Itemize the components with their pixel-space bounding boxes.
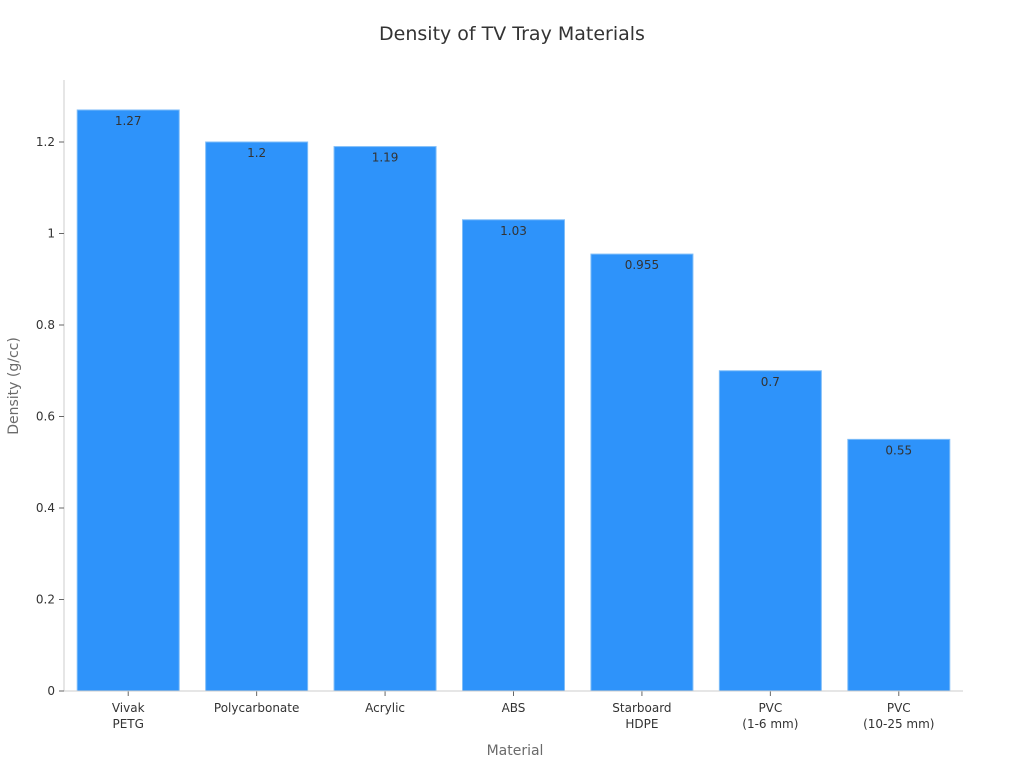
x-tick-label: (10-25 mm) (863, 717, 934, 731)
x-tick-label: Starboard (612, 701, 671, 715)
bar (590, 253, 694, 692)
y-tick-label: 0.2 (36, 593, 55, 607)
bar-value-label: 1.2 (247, 146, 266, 160)
bar (462, 219, 565, 692)
bar (718, 370, 822, 692)
bar (76, 109, 180, 692)
y-tick-label: 0.8 (36, 318, 55, 332)
bar-value-label: 0.7 (761, 375, 780, 389)
bar (205, 141, 309, 692)
y-tick-label: 0.4 (36, 501, 55, 515)
x-tick-label: Acrylic (365, 701, 405, 715)
x-tick-label: PETG (112, 717, 143, 731)
x-tick-label: PVC (758, 701, 782, 715)
x-tick-label: Polycarbonate (214, 701, 299, 715)
y-tick-label: 1.2 (36, 135, 55, 149)
x-tick-label: HDPE (625, 717, 658, 731)
x-tick-label: Vivak (112, 701, 145, 715)
bar (333, 146, 437, 692)
bar-value-label: 1.03 (500, 224, 527, 238)
y-tick-label: 1 (47, 227, 55, 241)
bar-value-label: 0.55 (885, 443, 912, 457)
x-tick-label: ABS (502, 701, 526, 715)
y-axis: 0 0.2 0.4 0.6 0.8 1 1.2 (36, 80, 65, 698)
y-axis-label: Density (g/cc) (6, 337, 22, 435)
y-tick-label: 0.6 (36, 410, 55, 424)
bar (847, 438, 951, 692)
x-tick-label: PVC (887, 701, 911, 715)
bar-value-label: 1.19 (372, 151, 399, 165)
chart-title: Density of TV Tray Materials (379, 23, 645, 45)
x-tick-label: (1-6 mm) (742, 717, 798, 731)
x-axis: Vivak PETG Polycarbonate Acrylic ABS Starboar… (64, 690, 963, 731)
y-tick-label: 0 (47, 684, 55, 698)
bars-group: 1.27 1.2 1.19 1.03 0.955 0.7 0.55 (76, 109, 951, 692)
bar-value-label: 0.955 (625, 258, 659, 272)
x-axis-label: Material (487, 743, 544, 759)
bar-value-label: 1.27 (115, 114, 142, 128)
